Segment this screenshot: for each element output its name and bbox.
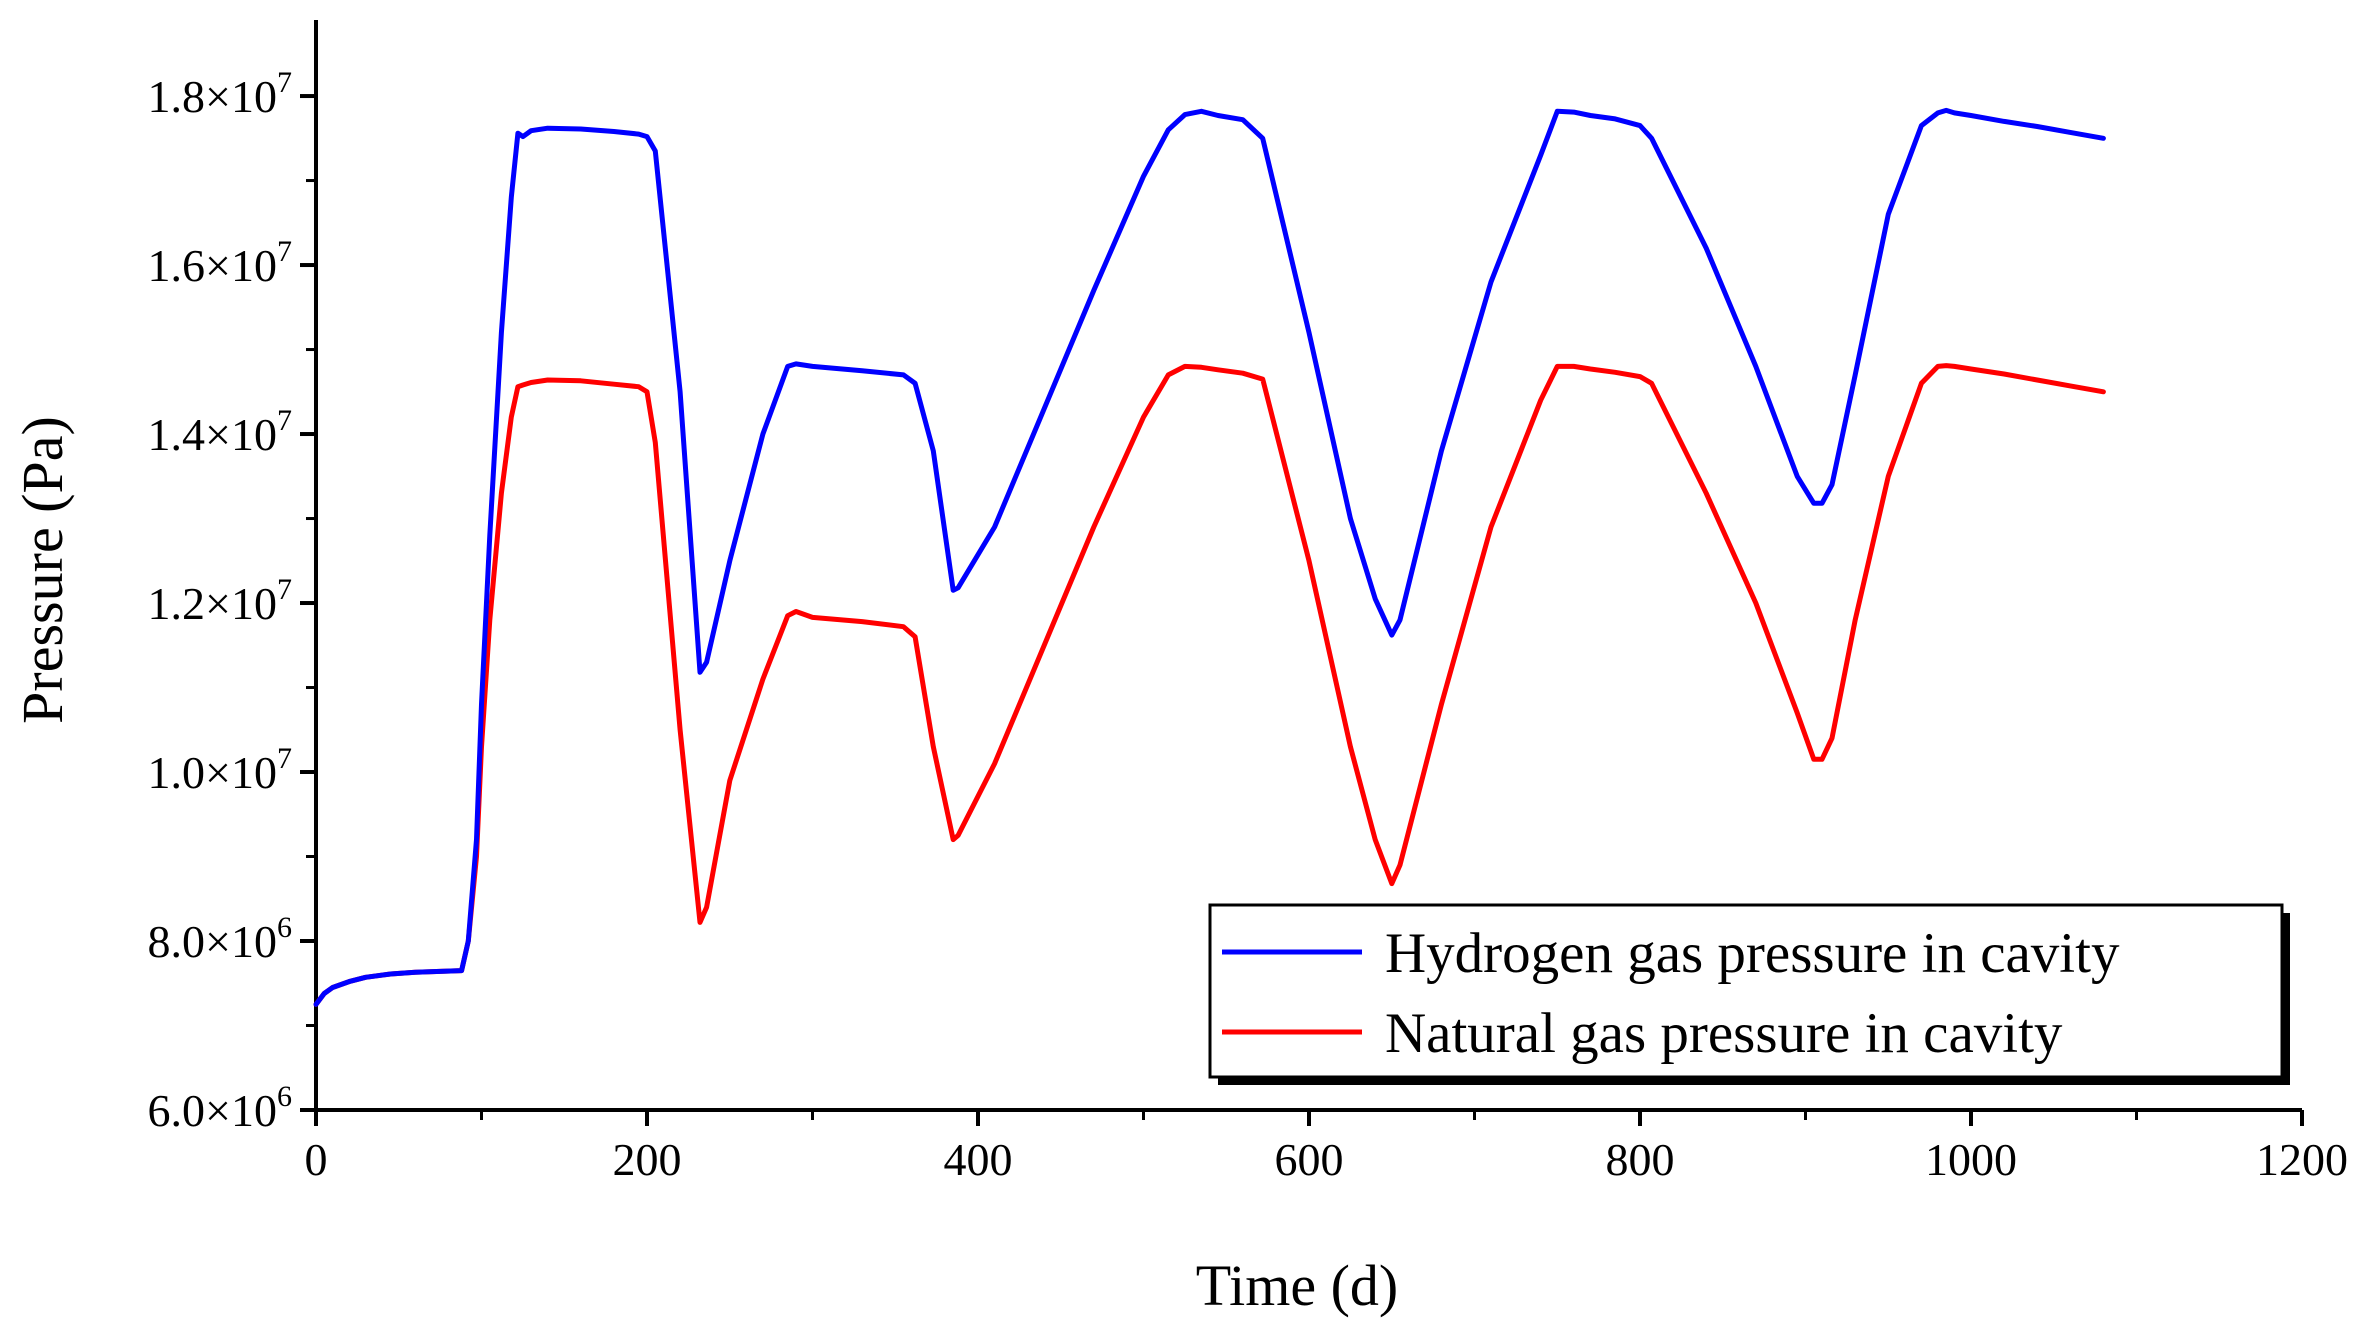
x-ticks: 0 200 400 600 800 1000 1200 — [305, 1110, 2348, 1185]
x-tick-label: 1000 — [1925, 1134, 2017, 1185]
y-tick-label: 1.0×107 — [148, 742, 292, 798]
y-tick-label: 6.0×106 — [148, 1080, 292, 1136]
y-tick-label: 1.8×107 — [148, 66, 292, 122]
legend: Hydrogen gas pressure in cavity Natural … — [1208, 903, 2290, 1085]
natural-gas-pressure-line — [313, 363, 2106, 1007]
y-tick-label: 1.6×107 — [148, 235, 292, 291]
x-tick-label: 400 — [944, 1134, 1013, 1185]
hydrogen-pressure-line — [313, 107, 2106, 1007]
x-tick-label: 0 — [305, 1134, 328, 1185]
series-layer — [313, 107, 2106, 1007]
legend-box — [1208, 903, 2284, 1079]
x-tick-label: 200 — [613, 1134, 682, 1185]
x-axis: 0 200 400 600 800 1000 1200 — [305, 1108, 2348, 1185]
y-tick-label: 8.0×106 — [148, 911, 292, 967]
y-ticks: 6.0×106 8.0×106 1.0×107 1.2×107 1.4×107 1.6×1… — [148, 66, 316, 1136]
y-axis: 6.0×106 8.0×106 1.0×107 1.2×107 1.4×107 1.6×1… — [148, 20, 318, 1136]
x-tick-label: 1200 — [2256, 1134, 2348, 1185]
legend-label-hydrogen: Hydrogen gas pressure in cavity — [1385, 922, 2120, 985]
y-axis-title: Pressure (Pa) — [10, 416, 75, 724]
x-tick-label: 600 — [1275, 1134, 1344, 1185]
y-tick-label: 1.2×107 — [148, 573, 292, 629]
x-tick-label: 800 — [1606, 1134, 1675, 1185]
legend-label-natural-gas: Natural gas pressure in cavity — [1385, 1002, 2063, 1065]
x-axis-title: Time (d) — [1196, 1253, 1399, 1318]
y-tick-label: 1.4×107 — [148, 404, 292, 460]
